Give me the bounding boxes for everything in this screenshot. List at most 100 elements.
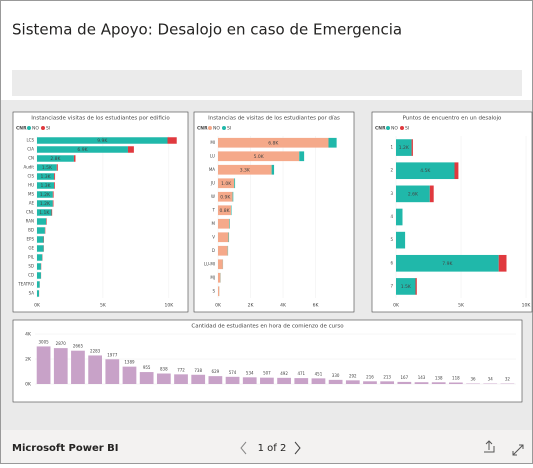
x-tick-label: 2K: [248, 303, 255, 309]
data-label: 0.8K: [219, 208, 230, 214]
data-label: 34: [488, 377, 494, 382]
bar-segment: [455, 162, 459, 179]
x-tick-label: 4K: [280, 303, 287, 309]
data-label: 2870: [56, 341, 67, 346]
legend-title: CNR: [375, 126, 386, 132]
bar: [415, 382, 429, 384]
y-tick-label: CD: [28, 273, 34, 278]
data-label: 1977: [107, 352, 118, 357]
bar: [174, 374, 188, 384]
bar-segment: [412, 139, 413, 156]
data-label: 6.8K: [268, 140, 279, 146]
y-tick-label: MA: [209, 167, 215, 172]
x-tick-label: 6K: [313, 303, 320, 309]
bar-segment: [218, 246, 228, 256]
x-tick-label: 0K: [393, 303, 400, 309]
bar: [449, 383, 463, 384]
legend-title: CNR: [197, 126, 208, 132]
bar-segment: [299, 151, 304, 161]
y-tick-label: D: [212, 248, 215, 253]
data-label: 5.0K: [254, 154, 265, 160]
bar-segment: [52, 209, 53, 215]
bar: [209, 376, 223, 384]
data-label: 2283: [90, 348, 101, 353]
bar: [71, 351, 85, 384]
x-tick-label: 0K: [34, 303, 41, 309]
y-tick-label: MJ: [210, 275, 215, 280]
bar-segment: [218, 286, 219, 296]
data-label: 330: [332, 373, 340, 378]
y-tick-label: PIL: [28, 255, 35, 260]
data-label: 0.9K: [220, 194, 231, 200]
x-tick-label: 10K: [164, 303, 174, 309]
bar-segment: [37, 227, 45, 233]
chart-title: Instanciasde visitas de los estudiantes …: [31, 116, 170, 122]
y-tick-label: CN: [28, 156, 34, 161]
data-label: 36: [471, 377, 477, 382]
data-label: 1389: [124, 360, 135, 365]
bar-segment: [37, 236, 44, 242]
y-tick-label: LU-MI: [204, 261, 215, 266]
bar-segment: [234, 178, 235, 188]
bar: [363, 381, 377, 384]
bar: [432, 382, 446, 384]
bar-segment: [499, 255, 507, 272]
x-tick-label: 10K: [522, 303, 532, 309]
y-tick-label: GE: [28, 246, 34, 251]
data-label: 213: [383, 374, 391, 379]
y-tick-label: HU: [28, 183, 34, 188]
y-tick-label: MS: [28, 192, 34, 197]
banner: [12, 70, 522, 96]
legend-swatch: [41, 126, 45, 130]
y-tick-label: V: [212, 234, 215, 239]
bar-segment: [218, 232, 229, 242]
data-label: 955: [143, 365, 151, 370]
bar-segment: [37, 290, 39, 296]
data-label: 1.3K: [41, 174, 52, 180]
bar: [37, 346, 51, 384]
x-tick-label: 0K: [215, 303, 222, 309]
data-label: 1.5K: [401, 284, 412, 290]
bar: [380, 381, 394, 384]
bar: [329, 380, 343, 384]
bar-segment: [37, 272, 41, 278]
chart-title: Instancias de visitas de los estudiantes…: [208, 115, 340, 122]
legend-label: NO: [391, 126, 398, 132]
bar-segment: [54, 173, 55, 179]
data-label: 507: [263, 371, 271, 376]
bar-segment: [37, 245, 44, 251]
bar-segment: [396, 209, 403, 226]
data-label: 629: [212, 369, 220, 374]
y-tick-label: T: [212, 207, 216, 212]
y-tick-label: EPS: [27, 237, 35, 242]
data-label: 2.8K: [50, 156, 61, 162]
y-tick-label: TEATRO: [17, 282, 34, 287]
bar: [226, 377, 240, 384]
bar: [88, 355, 102, 384]
data-label: 738: [194, 368, 202, 373]
report-title: Sistema de Apoyo: Desalojo en caso de Em…: [12, 21, 402, 39]
bar: [260, 378, 274, 384]
bar-segment: [53, 200, 54, 206]
data-label: 1.2K: [399, 145, 410, 151]
data-label: 838: [160, 367, 168, 372]
data-label: 1.2K: [40, 192, 51, 198]
y-tick-label: MI: [210, 140, 215, 145]
legend-label: SI: [405, 126, 409, 132]
bar-segment: [218, 259, 223, 269]
data-label: 4.5K: [420, 168, 431, 174]
data-label: 534: [246, 370, 254, 375]
legend-label: NO: [213, 126, 220, 132]
data-label: 6.9K: [77, 147, 88, 153]
bar-segment: [37, 263, 41, 269]
data-label: 1.2K: [40, 201, 51, 207]
data-label: 3.3K: [240, 167, 251, 173]
legend-swatch: [222, 126, 226, 130]
bar-segment: [53, 191, 54, 197]
data-label: 9.9K: [97, 138, 108, 144]
data-label: 471: [297, 371, 305, 376]
data-label: 7.9K: [442, 261, 453, 267]
y-tick-label: SA: [29, 291, 35, 296]
bar: [277, 378, 291, 384]
